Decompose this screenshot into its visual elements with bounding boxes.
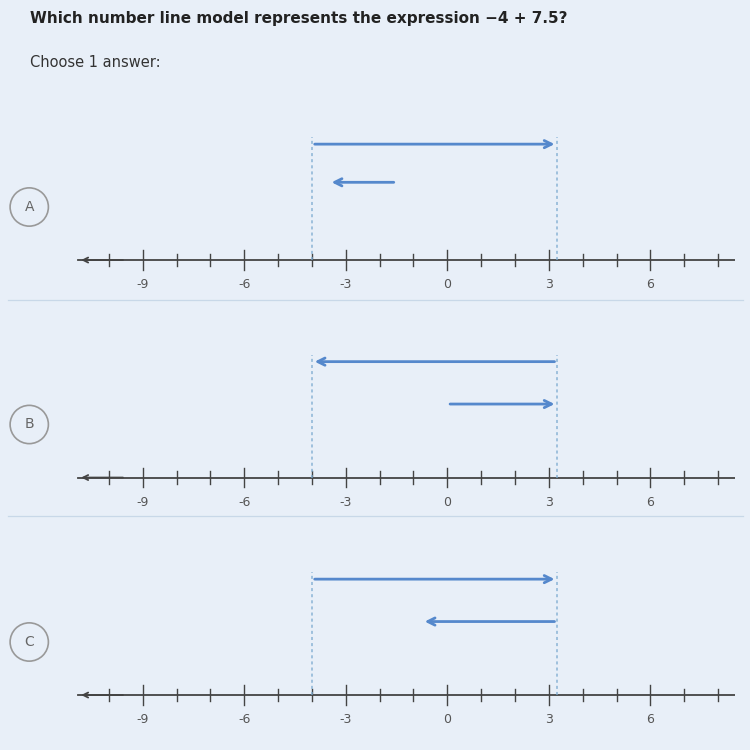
Text: C: C <box>24 635 34 649</box>
Text: Choose 1 answer:: Choose 1 answer: <box>30 56 160 70</box>
Text: -6: -6 <box>238 278 250 292</box>
Text: 0: 0 <box>443 713 452 727</box>
Text: 6: 6 <box>646 496 654 509</box>
Text: Which number line model represents the expression −4 + 7.5?: Which number line model represents the e… <box>30 11 568 26</box>
Text: -3: -3 <box>340 713 352 727</box>
Text: 0: 0 <box>443 278 452 292</box>
Text: -6: -6 <box>238 713 250 727</box>
Text: 3: 3 <box>545 496 553 509</box>
Text: -3: -3 <box>340 496 352 509</box>
Text: A: A <box>25 200 34 214</box>
Text: 3: 3 <box>545 278 553 292</box>
Text: B: B <box>25 418 34 431</box>
Text: -9: -9 <box>136 278 149 292</box>
Text: 6: 6 <box>646 713 654 727</box>
Text: 0: 0 <box>443 496 452 509</box>
Text: -9: -9 <box>136 496 149 509</box>
Text: -3: -3 <box>340 278 352 292</box>
Text: -6: -6 <box>238 496 250 509</box>
Text: 3: 3 <box>545 713 553 727</box>
Text: -9: -9 <box>136 713 149 727</box>
Text: 6: 6 <box>646 278 654 292</box>
